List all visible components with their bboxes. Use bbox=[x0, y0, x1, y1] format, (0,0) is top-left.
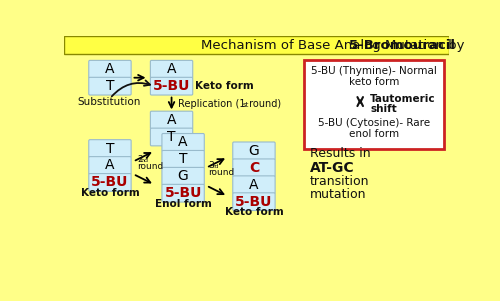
Text: Keto form: Keto form bbox=[80, 188, 140, 198]
Text: 5-BU: 5-BU bbox=[92, 175, 128, 189]
FancyBboxPatch shape bbox=[233, 176, 275, 194]
FancyBboxPatch shape bbox=[162, 184, 204, 202]
Text: Keto form: Keto form bbox=[194, 81, 254, 91]
Text: AT-GC: AT-GC bbox=[310, 161, 355, 175]
Text: 3: 3 bbox=[208, 161, 214, 170]
Text: A: A bbox=[249, 178, 258, 192]
FancyBboxPatch shape bbox=[233, 193, 275, 210]
Text: keto form: keto form bbox=[349, 76, 399, 87]
Text: G: G bbox=[248, 144, 260, 158]
Text: transition: transition bbox=[310, 175, 370, 188]
Text: A: A bbox=[167, 113, 176, 127]
Text: round: round bbox=[137, 162, 163, 171]
Text: Tautomeric: Tautomeric bbox=[370, 94, 436, 104]
Text: Keto form: Keto form bbox=[224, 207, 284, 217]
FancyBboxPatch shape bbox=[233, 142, 275, 160]
Text: 5-BU (Cytosine)- Rare: 5-BU (Cytosine)- Rare bbox=[318, 118, 430, 128]
Text: Mechanism of Base Analog Mutation by: Mechanism of Base Analog Mutation by bbox=[201, 39, 468, 52]
FancyBboxPatch shape bbox=[89, 157, 131, 174]
FancyBboxPatch shape bbox=[150, 111, 192, 129]
Text: Enol form: Enol form bbox=[154, 199, 212, 209]
Text: 5-BU: 5-BU bbox=[164, 186, 202, 200]
Text: 5-Bromouracil: 5-Bromouracil bbox=[348, 39, 455, 52]
FancyBboxPatch shape bbox=[304, 60, 444, 148]
FancyBboxPatch shape bbox=[89, 174, 131, 191]
FancyBboxPatch shape bbox=[233, 159, 275, 177]
FancyBboxPatch shape bbox=[162, 134, 204, 151]
Text: Results in: Results in bbox=[310, 147, 371, 160]
FancyBboxPatch shape bbox=[89, 77, 131, 95]
Text: A: A bbox=[105, 159, 115, 172]
Text: mutation: mutation bbox=[310, 188, 366, 201]
Text: 5-BU: 5-BU bbox=[236, 195, 273, 209]
Text: A: A bbox=[105, 62, 115, 76]
Text: 2: 2 bbox=[137, 155, 142, 164]
Text: T: T bbox=[106, 79, 114, 93]
Text: round): round) bbox=[246, 99, 282, 109]
FancyBboxPatch shape bbox=[64, 36, 449, 54]
Text: shift: shift bbox=[370, 104, 397, 113]
Text: A: A bbox=[178, 135, 188, 149]
FancyBboxPatch shape bbox=[162, 167, 204, 185]
FancyBboxPatch shape bbox=[150, 128, 192, 146]
Text: 5-BU (Thymine)- Normal: 5-BU (Thymine)- Normal bbox=[311, 66, 437, 76]
FancyBboxPatch shape bbox=[89, 61, 131, 78]
Text: round: round bbox=[208, 168, 235, 177]
Text: Replication (1: Replication (1 bbox=[178, 99, 245, 109]
Text: T: T bbox=[168, 130, 176, 144]
Text: 5-BU: 5-BU bbox=[153, 79, 190, 93]
Text: G: G bbox=[178, 169, 188, 183]
Text: st: st bbox=[242, 102, 249, 108]
Text: enol form: enol form bbox=[349, 129, 399, 139]
FancyBboxPatch shape bbox=[89, 140, 131, 157]
Text: nd: nd bbox=[141, 158, 149, 163]
Text: A: A bbox=[167, 62, 176, 76]
Text: T: T bbox=[106, 141, 114, 156]
FancyBboxPatch shape bbox=[150, 61, 192, 78]
Text: rd: rd bbox=[212, 164, 219, 169]
FancyBboxPatch shape bbox=[150, 77, 192, 95]
FancyBboxPatch shape bbox=[162, 150, 204, 168]
Text: T: T bbox=[179, 152, 188, 166]
Text: C: C bbox=[249, 161, 259, 175]
Text: Substitution: Substitution bbox=[78, 97, 141, 107]
